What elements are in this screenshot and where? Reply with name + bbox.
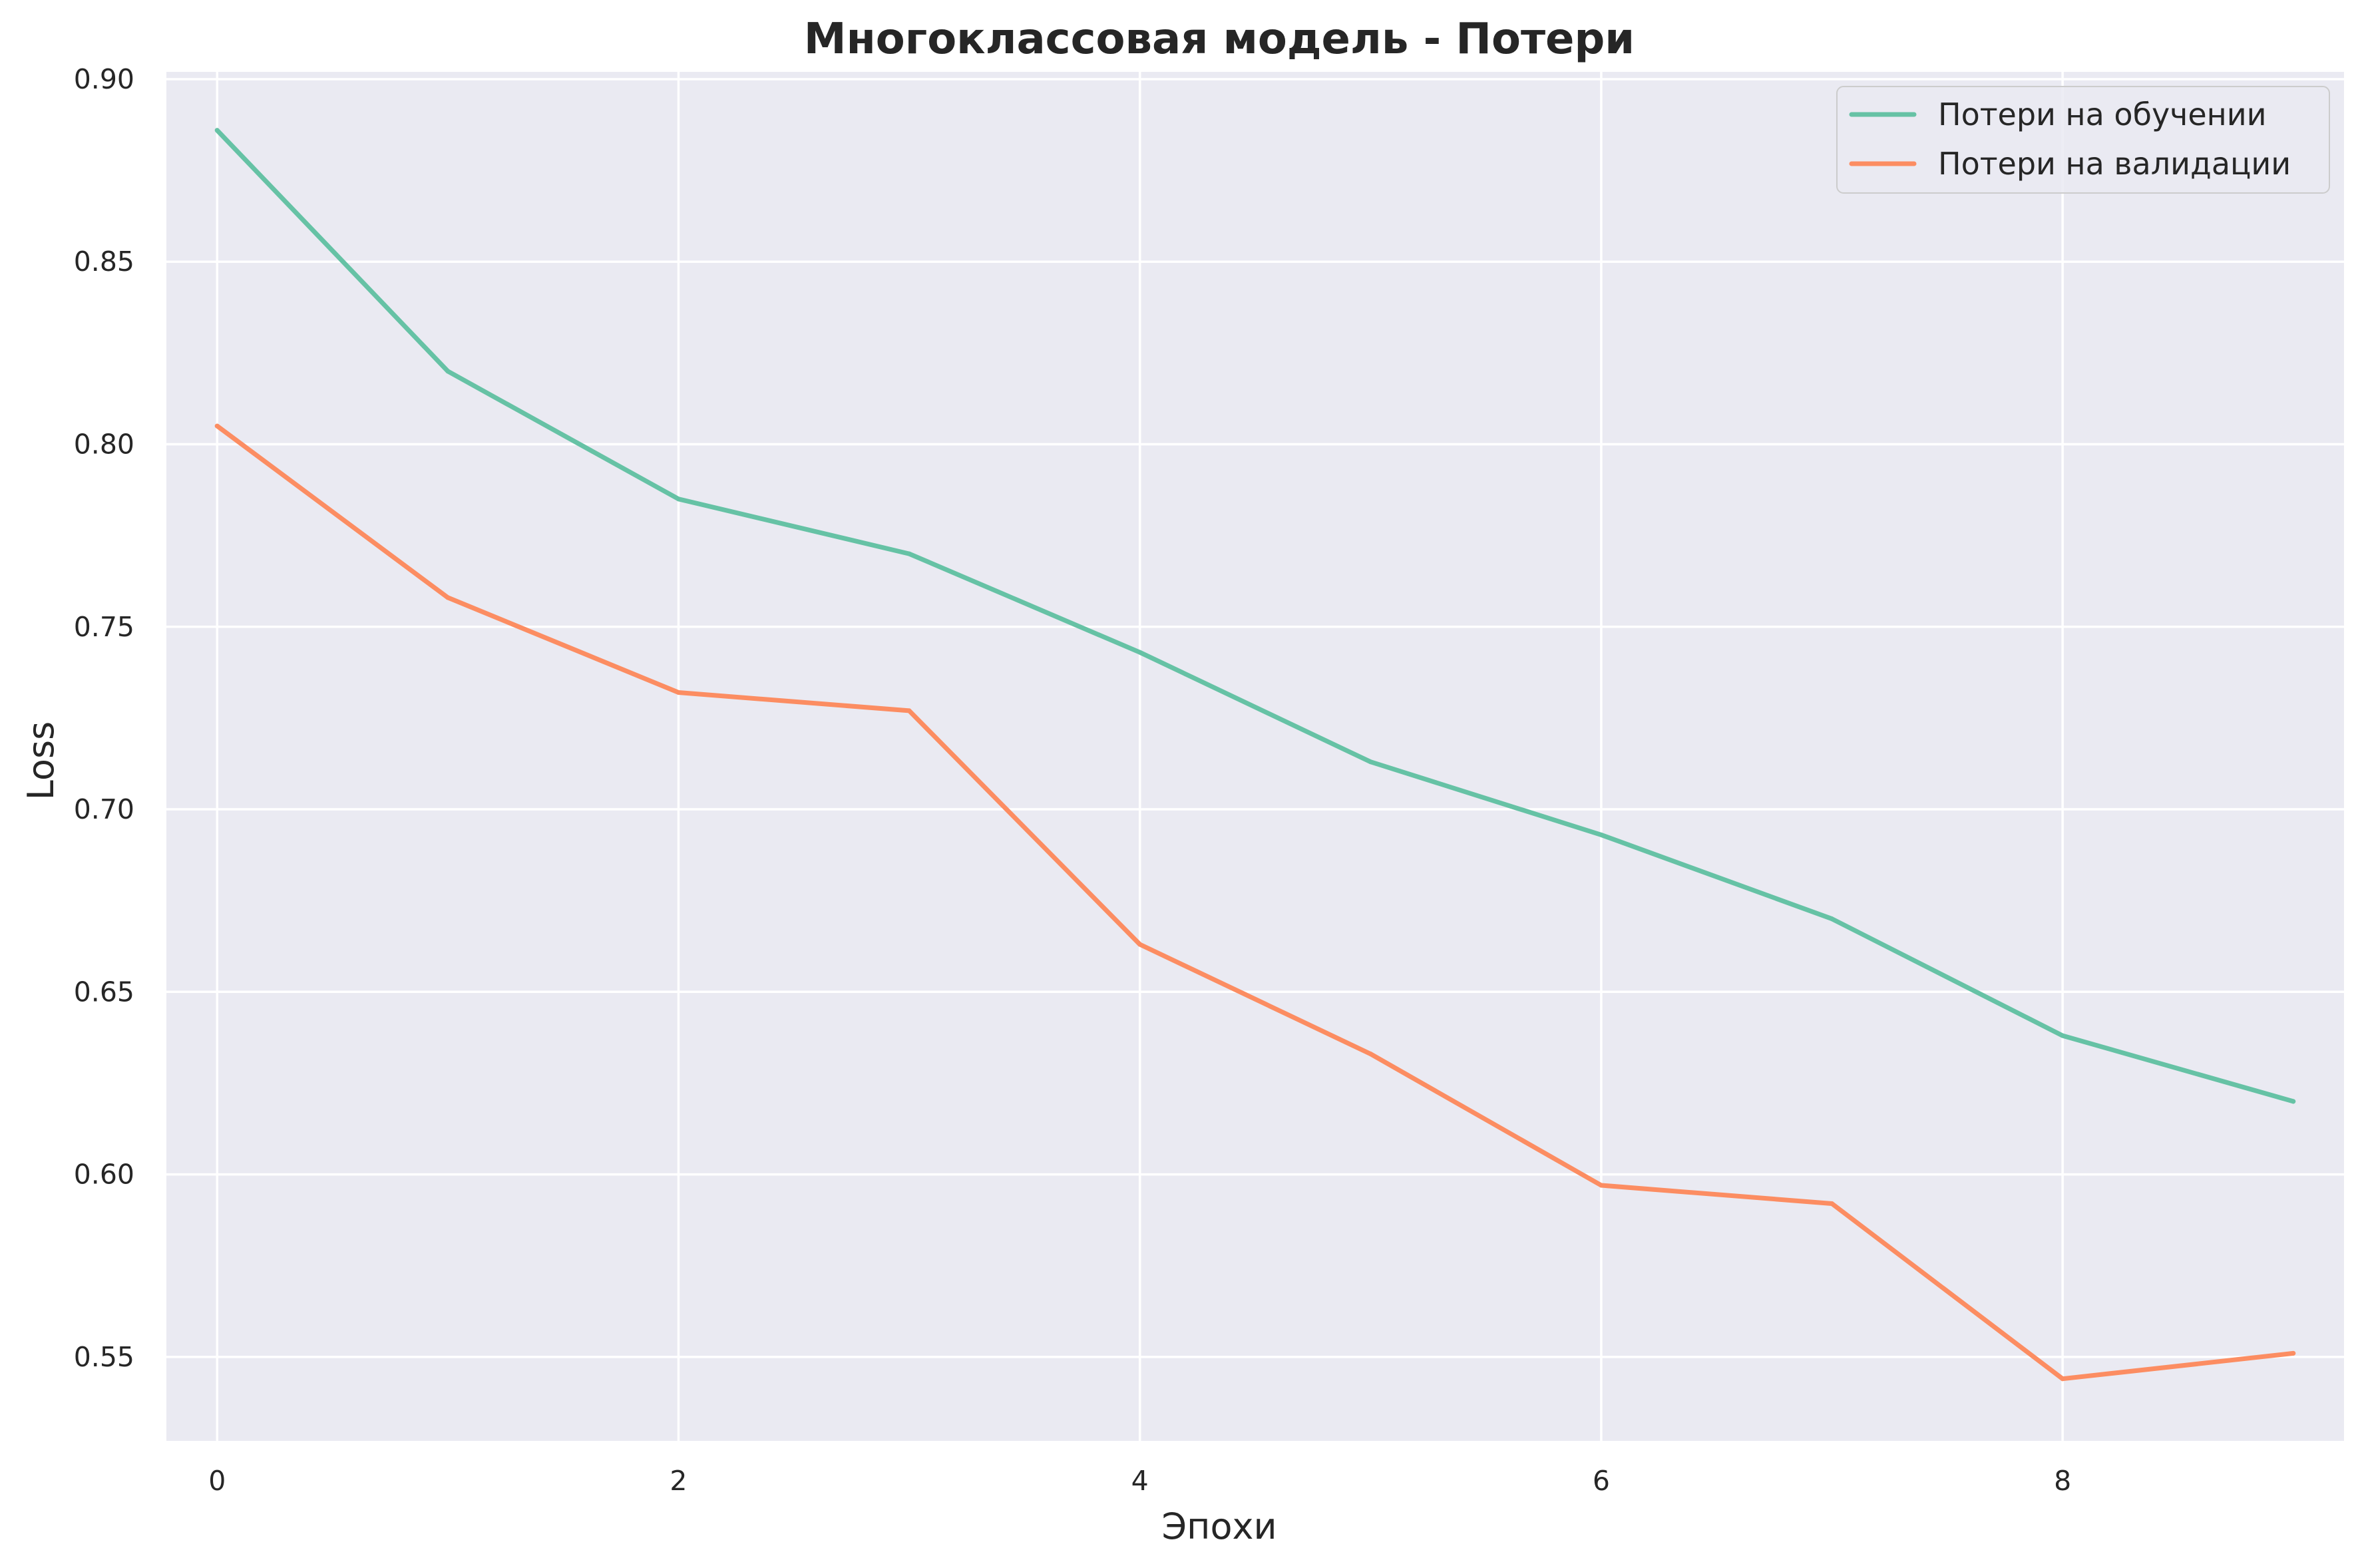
data-point: [214, 423, 220, 429]
legend-box: [1836, 86, 2330, 194]
y-tick-labels: 0.55 0.60 0.65 0.70 0.75 0.80 0.85 0.90: [74, 63, 134, 1373]
x-tick-label: 6: [1593, 1465, 1610, 1497]
vertical-gridlines: [216, 72, 2064, 1441]
x-tick-label: 8: [2054, 1465, 2071, 1497]
data-point: [2060, 1033, 2065, 1038]
y-tick-label: 0.60: [74, 1159, 134, 1191]
x-tick-label: 2: [670, 1465, 687, 1497]
x-tick-labels: 0 2 4 6 8: [208, 1465, 2071, 1497]
data-point: [906, 551, 912, 556]
series-line: [214, 423, 2296, 1382]
data-point: [1137, 650, 1143, 655]
data-point: [2060, 1376, 2065, 1382]
data-point: [676, 690, 681, 695]
data-point: [1830, 916, 1835, 922]
data-point: [676, 496, 681, 502]
data-point: [1368, 1052, 1373, 1057]
data-point: [906, 708, 912, 713]
data-point: [1830, 1201, 1835, 1206]
data-point: [1368, 759, 1373, 765]
x-tick-label: 0: [208, 1465, 226, 1497]
data-point: [2291, 1099, 2296, 1104]
y-tick-label: 0.85: [74, 246, 134, 278]
y-tick-label: 0.75: [74, 611, 134, 643]
data-point: [2291, 1350, 2296, 1356]
legend-label: Потери на валидации: [1938, 146, 2291, 182]
y-tick-label: 0.65: [74, 976, 134, 1008]
series-layer: [214, 128, 2296, 1382]
data-point: [1599, 1183, 1604, 1188]
series-training-loss: [214, 128, 2296, 1104]
chart-title: Многоклассовая модель - Потери: [804, 15, 1635, 64]
legend: Потери на обучении Потери на валидации: [1836, 86, 2330, 194]
horizontal-gridlines: [166, 78, 2344, 1358]
y-tick-label: 0.80: [74, 429, 134, 461]
data-point: [1599, 832, 1604, 837]
series-line: [214, 128, 2296, 1104]
plot-area: [166, 72, 2344, 1441]
data-point: [1137, 942, 1143, 947]
y-axis-label: Loss: [20, 721, 62, 800]
x-axis-label: Эпохи: [1161, 1505, 1277, 1547]
y-tick-label: 0.90: [74, 63, 134, 95]
legend-label: Потери на обучении: [1938, 97, 2267, 132]
y-tick-label: 0.55: [74, 1341, 134, 1373]
data-point: [445, 369, 451, 374]
y-tick-label: 0.70: [74, 793, 134, 825]
series-validation-loss: [214, 423, 2296, 1382]
data-point: [445, 595, 451, 600]
data-point: [214, 128, 220, 133]
x-tick-label: 4: [1131, 1465, 1149, 1497]
